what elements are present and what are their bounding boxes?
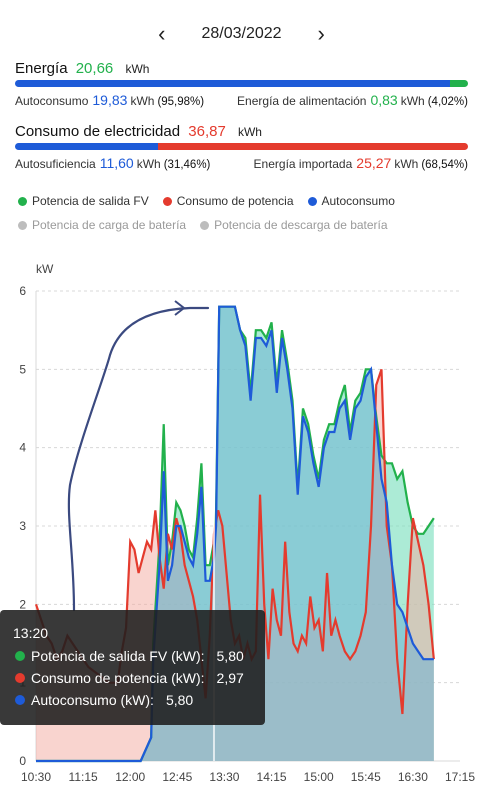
chart-tooltip: 13:20 Potencia de salida FV (kW): 5,80 C… [0, 610, 265, 725]
energy-title: Energía 20,66 kWh [15, 60, 468, 77]
self-consumption-line [36, 305, 434, 763]
tooltip-self-row: Autoconsumo (kW): 5,80 [15, 692, 193, 708]
energy-self-label: Autoconsumo [15, 94, 89, 108]
consumption-dot-icon [162, 196, 172, 206]
consumption-bar [15, 143, 468, 150]
self-dot-icon [307, 196, 317, 206]
energy-unit: kWh [125, 62, 150, 76]
legend-self-label: Autoconsumo [321, 194, 395, 208]
x-tick-label: 14:15 [257, 770, 287, 784]
x-tick-label: 15:00 [304, 770, 334, 784]
date-navigator: ‹ 28/03/2022 › [0, 20, 483, 48]
consumption-self-value: 11,60 [99, 155, 134, 171]
hand-drawn-annotation [67, 306, 210, 612]
energy-feed-value: 0,83 [370, 92, 398, 108]
tooltip-cons-label: Consumo de potencia (kW): [31, 670, 205, 686]
annotation-arrowhead [174, 300, 186, 316]
consumption-import-label: Energía importada [253, 157, 353, 171]
legend-item-consumption[interactable]: Consumo de potencia [162, 194, 294, 208]
legend-item-self[interactable]: Autoconsumo [307, 194, 395, 208]
tooltip-pv-row: Potencia de salida FV (kW): 5,80 [15, 648, 244, 664]
y-tick-label: 2 [19, 597, 26, 611]
x-tick-label: 17:15 [445, 770, 475, 784]
consumption-summary: Consumo de electricidad 36,87 kWh Autosu… [15, 123, 468, 171]
pv-dot-icon [18, 196, 27, 206]
energy-feed-pct: (4,02%) [427, 96, 468, 108]
energy-feed: Energía de alimentación 0,83 kWh (4,02%) [237, 92, 468, 108]
x-tick-label: 12:00 [115, 770, 145, 784]
energy-bar-feed [449, 80, 468, 87]
y-tick-label: 3 [19, 519, 26, 533]
self-consumption-area [36, 306, 434, 761]
tooltip-cons-row: Consumo de potencia (kW): 2,97 [15, 670, 244, 686]
consumption-value: 36,87 [188, 123, 226, 140]
legend-item-pv[interactable]: Potencia de salida FV [18, 194, 149, 208]
energy-bar-self [15, 80, 450, 87]
consumption-import: Energía importada 25,27 kWh (68,54%) [254, 155, 468, 171]
discharge-dot-icon [200, 220, 210, 230]
consumption-unit: kWh [237, 125, 262, 139]
consumption-self-label: Autosuficiencia [15, 157, 96, 171]
previous-day-chevron-left-icon[interactable]: ‹ [158, 21, 166, 46]
tooltip-pv-value: 5,80 [216, 648, 244, 664]
tooltip-cons-dot-icon [15, 673, 25, 683]
x-tick-label: 10:30 [21, 770, 51, 784]
next-day-chevron-right-icon[interactable]: › [317, 21, 325, 46]
energy-self: Autoconsumo 19,83 kWh (95,98%) [15, 92, 204, 108]
tooltip-pv-dot-icon [15, 651, 25, 661]
x-tick-label: 15:45 [351, 770, 381, 784]
x-tick-label: 16:30 [398, 770, 428, 784]
consumption-title: Consumo de electricidad 36,87 kWh [15, 123, 468, 140]
x-tick-label: 11:15 [69, 770, 98, 784]
x-tick-label: 12:45 [162, 770, 192, 784]
y-tick-label: 5 [19, 362, 26, 376]
tooltip-time: 13:20 [13, 625, 49, 641]
consumption-import-unit: kWh [394, 157, 419, 171]
tooltip-self-value: 5,80 [165, 692, 194, 708]
legend-charge-label: Potencia de carga de batería [32, 218, 187, 232]
tooltip-self-dot-icon [15, 695, 25, 705]
tooltip-self-label: Autoconsumo (kW): [31, 692, 154, 708]
consumption-breakdown: Autosuficiencia 11,60 kWh (31,46%) Energía … [15, 155, 468, 171]
legend-item-charge[interactable]: Potencia de carga de batería [18, 218, 186, 232]
energy-bar [15, 80, 468, 87]
energy-feed-label: Energía de alimentación [237, 94, 367, 108]
energy-self-pct: (95,98%) [157, 96, 205, 108]
tooltip-cons-value: 2,97 [216, 670, 244, 686]
energy-feed-unit: kWh [400, 94, 425, 108]
consumption-import-value: 25,27 [356, 155, 392, 171]
selected-date[interactable]: 28/03/2022 [201, 25, 282, 42]
energy-summary: Energía 20,66 kWh Autoconsumo 19,83 kWh (95… [15, 60, 468, 108]
energy-label: Energía [15, 60, 68, 77]
consumption-self: Autosuficiencia 11,60 kWh (31,46%) [15, 155, 210, 171]
energy-value: 20,66 [75, 60, 114, 77]
y-tick-label: 6 [19, 284, 26, 298]
pv-line [36, 305, 435, 763]
y-tick-label: 4 [19, 441, 26, 455]
consumption-import-pct: (68,54%) [421, 159, 468, 171]
y-axis-label: kW [36, 262, 54, 276]
legend-pv-label: Potencia de salida FV [32, 194, 149, 208]
energy-self-unit: kWh [130, 94, 155, 108]
x-tick-label: 13:30 [209, 770, 239, 784]
charge-dot-icon [18, 220, 27, 230]
legend-consumption-label: Consumo de potencia [176, 194, 294, 208]
consumption-bar-import [157, 143, 468, 150]
consumption-self-pct: (31,46%) [163, 159, 211, 171]
energy-self-value: 19,83 [92, 92, 128, 108]
legend-discharge-label: Potencia de descarga de batería [214, 218, 388, 232]
consumption-label: Consumo de electricidad [15, 123, 181, 140]
y-tick-label: 0 [19, 754, 26, 768]
consumption-self-unit: kWh [136, 157, 161, 171]
energy-breakdown: Autoconsumo 19,83 kWh (95,98%) Energía de a… [15, 92, 468, 108]
chart-legend: Potencia de salida FV Consumo de potenci… [18, 194, 478, 242]
legend-item-discharge[interactable]: Potencia de descarga de batería [200, 218, 388, 232]
tooltip-pv-label: Potencia de salida FV (kW): [31, 648, 205, 664]
consumption-bar-self [15, 143, 158, 150]
